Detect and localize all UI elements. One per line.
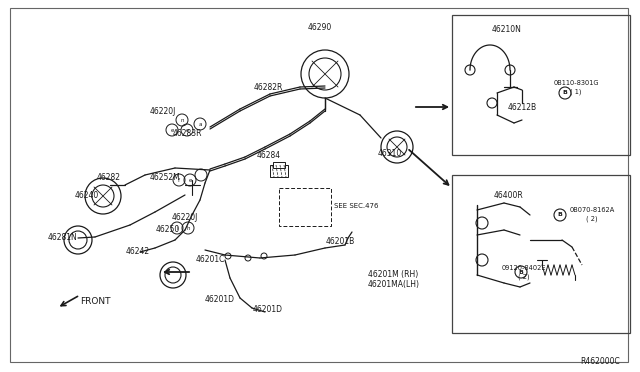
Text: 46220J: 46220J [172, 214, 198, 222]
Text: 46201MA(LH): 46201MA(LH) [368, 280, 420, 289]
Text: i: i [176, 225, 178, 231]
Text: 46281N: 46281N [48, 232, 78, 241]
Text: 46282: 46282 [97, 173, 121, 182]
Bar [270, 165, 288, 177]
Text: FRONT: FRONT [80, 298, 111, 307]
Text: 46240: 46240 [75, 192, 99, 201]
Text: f: f [178, 177, 180, 183]
Text: 46290: 46290 [308, 22, 332, 32]
Text: n: n [180, 118, 184, 122]
Text: 46400R: 46400R [493, 190, 523, 199]
Text: ( 2): ( 2) [518, 274, 530, 280]
Text: 0B110-8301G: 0B110-8301G [553, 80, 599, 86]
Text: 46284: 46284 [257, 151, 281, 160]
Bar [273, 162, 285, 168]
Text: 46282R: 46282R [253, 83, 283, 92]
Bar [452, 175, 630, 333]
Text: 46201M (RH): 46201M (RH) [368, 270, 419, 279]
Bar [452, 15, 630, 155]
Text: SEE SEC.476: SEE SEC.476 [334, 203, 378, 209]
Text: B: B [518, 269, 524, 275]
Text: 46212B: 46212B [508, 103, 536, 112]
Text: ( 1): ( 1) [570, 89, 582, 95]
Text: 46210N: 46210N [492, 26, 522, 35]
Text: 46201D: 46201D [205, 295, 235, 305]
Text: 46242: 46242 [126, 247, 150, 257]
Text: B: B [563, 90, 568, 96]
Text: 46250: 46250 [156, 225, 180, 234]
Text: e: e [186, 128, 189, 132]
Text: 46220J: 46220J [150, 108, 176, 116]
Text: R462000C: R462000C [580, 357, 620, 366]
Text: a: a [198, 122, 202, 126]
Text: e: e [188, 177, 192, 183]
Text: 46283R: 46283R [172, 128, 202, 138]
Text: 46201B: 46201B [325, 237, 355, 247]
Text: h: h [186, 225, 189, 231]
Text: 09120-8402E: 09120-8402E [502, 265, 547, 271]
Text: 46310: 46310 [378, 148, 402, 157]
Text: 46201C: 46201C [195, 256, 225, 264]
Text: 46201D: 46201D [253, 305, 283, 314]
Text: ( 2): ( 2) [586, 216, 598, 222]
Text: 46252M: 46252M [150, 173, 180, 182]
Text: B: B [557, 212, 563, 218]
Text: 0B070-8162A: 0B070-8162A [570, 207, 614, 213]
Text: e: e [170, 128, 173, 132]
Bar [279, 188, 331, 226]
